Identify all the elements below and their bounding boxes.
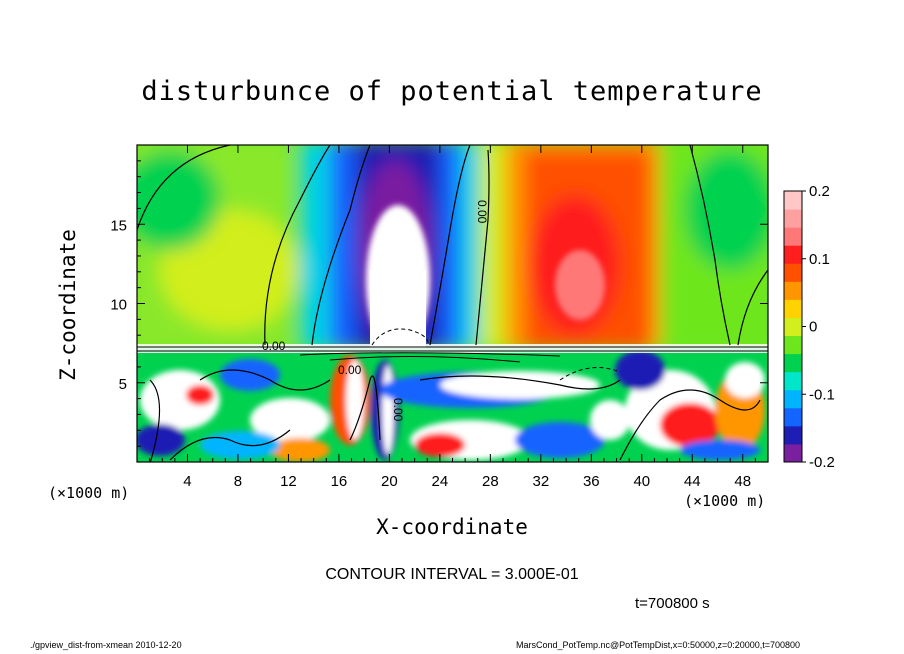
x-tick-label: 36 (583, 473, 600, 490)
colorbar-label: -0.2 (809, 454, 835, 471)
heatmap-field: 0.00 0.00 0.00 0.00 (137, 145, 768, 462)
colorbar-swatch (784, 425, 802, 445)
contour-label: 0.00 (262, 339, 286, 353)
colorbar-swatch (784, 371, 802, 391)
x-unit-label-left: (×1000 m) (48, 484, 130, 502)
contour-label: 0.00 (338, 363, 362, 377)
x-tick-label: 4 (183, 473, 191, 490)
x-tick-label: 28 (482, 473, 499, 490)
contour-lines (137, 145, 768, 462)
y-tick-label: 15 (110, 217, 127, 234)
x-tick-label: 24 (432, 473, 449, 490)
colorbar-label: -0.1 (809, 386, 835, 403)
colorbar-label: 0.1 (809, 251, 830, 268)
colorbar-swatch (784, 245, 802, 264)
colorbar-swatch (784, 299, 802, 318)
x-tick-label: 16 (331, 473, 348, 490)
colorbar-swatch (784, 407, 802, 427)
x-tick-label: 48 (734, 473, 751, 490)
colorbar-swatch (784, 389, 802, 409)
colorbar-swatch (784, 353, 802, 373)
x-tick-label: 32 (532, 473, 549, 490)
colorbar-swatch (784, 335, 802, 355)
colorbar-swatch (784, 263, 802, 282)
x-tick-label: 8 (234, 473, 242, 490)
contour-label: 0.00 (391, 398, 405, 422)
colorbar-swatch (784, 443, 802, 463)
chart-title: disturbunce of potential temperature (141, 76, 763, 107)
colorbar-swatch (784, 209, 802, 228)
y-tick-label: 10 (110, 297, 127, 314)
contour-interval-text: CONTOUR INTERVAL = 3.000E-01 (325, 566, 579, 583)
colorbar-label: 0.2 (809, 183, 830, 200)
colorbar-swatch (784, 317, 802, 337)
footer-right: MarsCond_PotTemp.nc@PotTempDist,x=0:5000… (516, 640, 801, 650)
x-axis-label: X-coordinate (376, 515, 528, 539)
footer-left: ./gpview_dist-from-xmean 2010-12-20 (30, 640, 182, 650)
time-label: t=700800 s (635, 595, 710, 612)
colorbar-swatch (784, 227, 802, 246)
y-tick-label: 5 (119, 376, 127, 393)
colorbar-swatch (784, 191, 802, 210)
x-unit-label-right: (×1000 m) (684, 492, 766, 510)
colorbar-swatch (784, 281, 802, 300)
x-tick-label: 12 (280, 473, 297, 490)
x-tick-label: 20 (381, 473, 398, 490)
x-tick-label: 44 (684, 473, 701, 490)
contour-label: 0.00 (475, 200, 489, 224)
colorbar-label: 0 (809, 319, 817, 336)
x-tick-label: 40 (633, 473, 650, 490)
